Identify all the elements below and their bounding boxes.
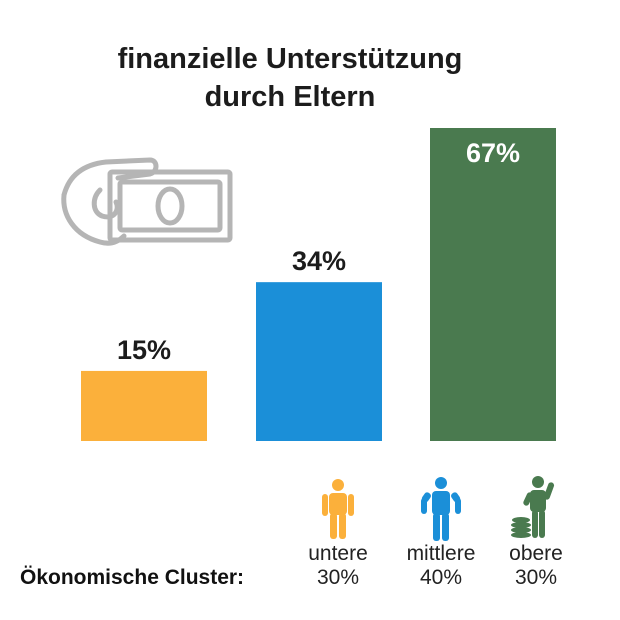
cluster-share-untere: 30%	[316, 566, 360, 589]
chart-title: finanzielle Unterstützung durch Eltern	[40, 40, 540, 116]
cluster-share-obere: 30%	[514, 566, 558, 589]
bar-mittlere	[256, 282, 382, 441]
cluster-name-untere: untere	[308, 542, 368, 565]
bar-value-label-mittlere: 34%	[292, 246, 346, 276]
hand-holding-money-icon	[61, 157, 233, 246]
chart-title-line-1: finanzielle Unterstützung	[117, 43, 463, 75]
bar-value-label-obere: 67%	[466, 138, 520, 168]
chart-title-line-2: durch Eltern	[204, 81, 376, 113]
bar-obere	[430, 128, 556, 441]
person-lower-icon	[322, 479, 354, 539]
x-axis-title: Ökonomische Cluster:	[20, 566, 245, 589]
bar-value-label-untere: 15%	[117, 335, 171, 365]
cluster-name-obere: obere	[509, 542, 563, 565]
bar-untere	[81, 370, 207, 441]
cluster-name-mittlere: mittlere	[406, 542, 476, 565]
person-upper-with-coins-icon	[511, 476, 555, 538]
person-middle-icon	[421, 477, 461, 541]
cluster-share-mittlere: 40%	[419, 566, 463, 589]
